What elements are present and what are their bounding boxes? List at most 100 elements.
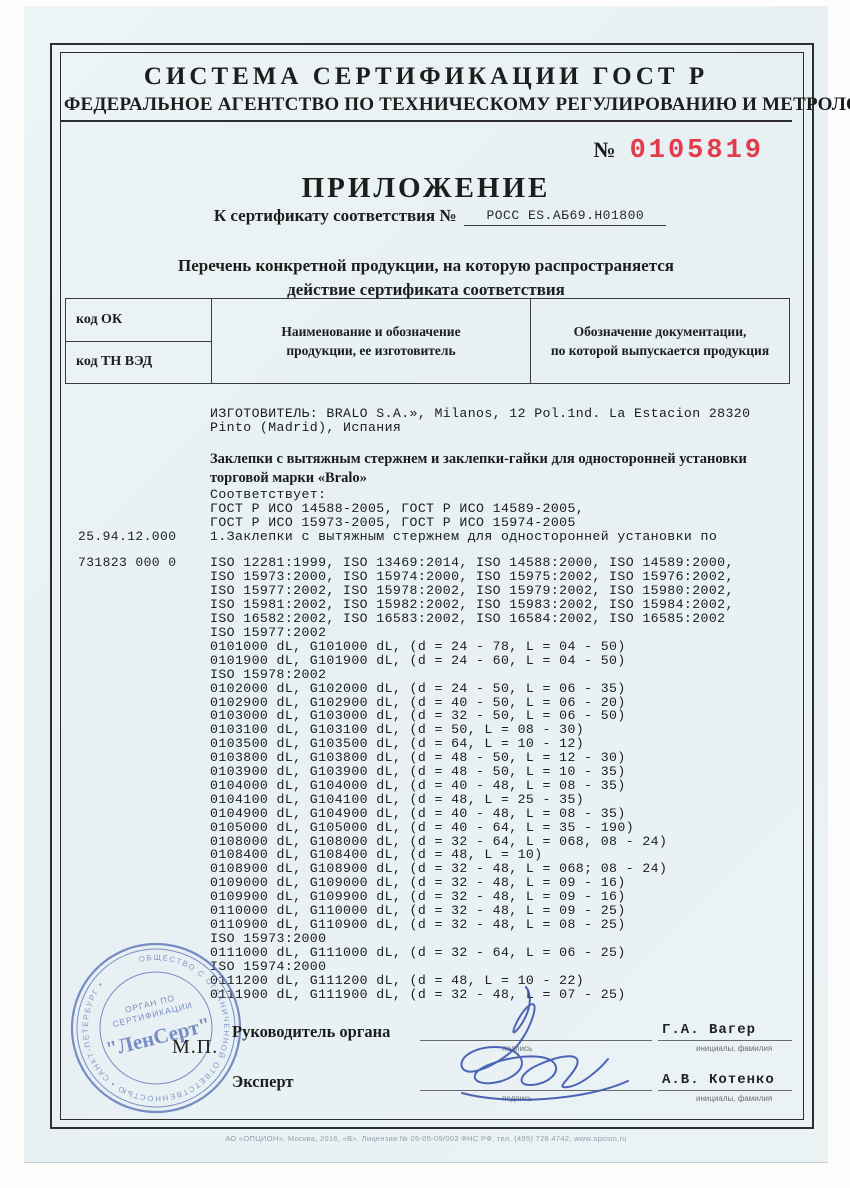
documentation-column: Обозначение документации, по которой вып…	[531, 299, 789, 383]
text-cell: 0102900 dL, G102900 dL, (d = 40 - 50, L …	[210, 694, 626, 710]
expert-name: А.В. Котенко	[662, 1072, 775, 1088]
body-row: ISO 15977:2002	[78, 626, 792, 640]
body-row: 0108400 dL, G108400 dL, (d = 48, L = 10)	[78, 848, 792, 862]
stamp-place-mark: М.П.	[172, 1036, 219, 1058]
outer-frame	[50, 43, 814, 1129]
document-header: СИСТЕМА СЕРТИФИКАЦИИ ГОСТ Р ФЕДЕРАЛЬНОЕ …	[64, 63, 850, 116]
head-signature-caption: подпись	[502, 1044, 533, 1053]
text-cell: 0110900 dL, G110900 dL, (d = 32 - 48, L …	[210, 917, 626, 932]
number-sign: №	[593, 137, 616, 162]
codes-column: код ОК код ТН ВЭД	[66, 299, 212, 383]
handwritten-signatures	[404, 981, 684, 1116]
list-subtitle-line2: действие сертификата соответствия	[287, 280, 565, 299]
head-of-body-label: Руководитель органа	[232, 1022, 391, 1041]
body-row: ISO 15973:2000	[78, 932, 792, 946]
signature-section: Руководитель органа подпись Г.А. Вагер и…	[24, 6, 828, 1162]
body-row: 0109000 dL, G109000 dL, (d = 32 - 48, L …	[78, 876, 792, 890]
certificate-number: РОСС ES.АБ69.Н01800	[464, 208, 667, 226]
expert-label: Эксперт	[232, 1072, 294, 1091]
certification-body-stamp: ОБЩЕСТВО С ОГРАНИЧЕННОЙ ОТВЕТСТВЕННОСТЬЮ…	[49, 921, 262, 1134]
body-row: 0103900 dL, G103900 dL, (d = 48 - 50, L …	[78, 765, 792, 779]
body-row: 731823 000 0 ISO 12281:1999, ISO 13469:2…	[78, 556, 792, 570]
text-cell: ISO 15973:2000, ISO 15974:2000, ISO 1597…	[210, 569, 734, 585]
certificate-reference: К сертификату соответствия № РОСС ES.АБ6…	[38, 206, 842, 226]
body-row: 0110000 dL, G110000 dL, (d = 32 - 48, L …	[78, 904, 792, 918]
expert-name-caption: инициалы, фамилия	[696, 1094, 773, 1103]
body-row: торговой марки «Bralo»	[78, 469, 792, 488]
body-row: ISO 15974:2000	[78, 959, 792, 974]
expert-name-line	[658, 1072, 792, 1091]
body-row: 0108900 dL, G108900 dL, (d = 32 - 48, L …	[78, 862, 792, 876]
stamp-seal-graphic: ОБЩЕСТВО С ОГРАНИЧЕННОЙ ОТВЕТСТВЕННОСТЬЮ…	[65, 937, 247, 1119]
code-tnved-cell: код ТН ВЭД	[76, 354, 153, 370]
text-cell: 0103100 dL, G103100 dL, (d = 50, L = 08 …	[210, 722, 585, 738]
body-row: Заклепки с вытяжным стержнем и заклепки-…	[78, 450, 792, 469]
text-cell: 0109900 dL, G109900 dL, (d = 32 - 48, L …	[210, 889, 626, 905]
text-cell: 0103500 dL, G103500 dL, (d = 64, L = 10 …	[210, 736, 585, 752]
head-signature-line	[420, 1022, 652, 1041]
text-cell: ГОСТ Р ИСО 15973-2005, ГОСТ Р ИСО 15974-…	[210, 514, 576, 530]
text-cell: ISO 15977:2002	[210, 624, 327, 640]
text-cell: 0111200 dL, G111200 dL, (d = 48, L = 10 …	[210, 972, 585, 988]
text-cell: 0108900 dL, G108900 dL, (d = 32 - 48, L …	[210, 861, 668, 877]
text-cell: 0104900 dL, G104900 dL, (d = 40 - 48, L …	[210, 805, 626, 821]
text-cell: 0108000 dL, G108000 dL, (d = 32 - 64, L …	[210, 833, 668, 849]
body-row: ISO 15973:2000, ISO 15974:2000, ISO 1597…	[78, 570, 792, 584]
body-row: 25.94.12.000 1.Заклепки с вытяжным стерж…	[78, 529, 792, 544]
text-cell: 0103800 dL, G103800 dL, (d = 48 - 50, L …	[210, 750, 626, 766]
text-cell: ISO 15973:2000	[210, 930, 327, 946]
body-row: 0111900 dL, G111900 dL, (d = 32 - 48, L …	[78, 986, 792, 1002]
body-row: 0101900 dL, G101900 dL, (d = 24 - 60, L …	[78, 652, 792, 668]
body-row: 0103500 dL, G103500 dL, (d = 64, L = 10 …	[78, 737, 792, 751]
code-cell: 731823 000 0	[78, 555, 177, 571]
certificate-page: СИСТЕМА СЕРТИФИКАЦИИ ГОСТ Р ФЕДЕРАЛЬНОЕ …	[24, 6, 850, 1163]
text-cell: ГОСТ Р ИСО 14588-2005, ГОСТ Р ИСО 14589-…	[210, 500, 585, 516]
appendix-title: ПРИЛОЖЕНИЕ	[301, 172, 551, 204]
certificate-reference-label: К сертификату соответствия №	[213, 206, 457, 225]
body-row: 0103100 dL, G103100 dL, (d = 50, L = 08 …	[78, 723, 792, 737]
list-subtitle: Перечень конкретной продукции, на котору…	[24, 254, 828, 302]
text-cell: Соответствует:	[210, 486, 327, 502]
body-row: 0102900 dL, G102900 dL, (d = 40 - 50, L …	[78, 694, 792, 710]
text-cell: ISO 12281:1999, ISO 13469:2014, ISO 1458…	[210, 555, 734, 571]
body-row: 0110900 dL, G110900 dL, (d = 32 - 48, L …	[78, 918, 792, 932]
inner-frame	[60, 52, 804, 1120]
body-row: 0108000 dL, G108000 dL, (d = 32 - 64, L …	[78, 833, 792, 849]
text-cell: ISO 16582:2002, ISO 16583:2002, ISO 1658…	[210, 611, 726, 627]
text-cell: 0103000 dL, G103000 dL, (d = 32 - 50, L …	[210, 708, 626, 724]
text-cell: 0103900 dL, G103900 dL, (d = 48 - 50, L …	[210, 764, 626, 780]
body-row: ISO 15981:2002, ISO 15982:2002, ISO 1598…	[78, 598, 792, 612]
documentation-header-line2: по которой выпускается продукция	[550, 343, 770, 358]
text-cell: 0109000 dL, G109000 dL, (d = 32 - 48, L …	[210, 875, 626, 891]
signature-ink-graphic	[460, 986, 629, 1101]
text-cell: ИЗГОТОВИТЕЛЬ: BRALO S.A.», Milanos, 12 P…	[210, 406, 751, 421]
body-row: 0111000 dL, G111000 dL, (d = 32 - 64, L …	[78, 945, 792, 960]
head-name-line	[658, 1022, 792, 1041]
text-cell: 0111900 dL, G111900 dL, (d = 32 - 48, L …	[210, 986, 626, 1002]
text-cell: 0101000 dL, G101000 dL, (d = 24 - 78, L …	[210, 638, 626, 654]
body-row: Соответствует:	[78, 486, 792, 502]
body-row: 0104000 dL, G104000 dL, (d = 40 - 48, L …	[78, 779, 792, 793]
body-row: ГОСТ Р ИСО 14588-2005, ГОСТ Р ИСО 14589-…	[78, 500, 792, 516]
text-cell: ISO 15978:2002	[210, 666, 327, 682]
text-cell: ISO 15981:2002, ISO 15982:2002, ISO 1598…	[210, 597, 734, 613]
text-cell: 0104100 dL, G104100 dL, (d = 48, L = 25 …	[210, 791, 585, 807]
body-row: 0109900 dL, G109900 dL, (d = 32 - 48, L …	[78, 890, 792, 904]
body-row: Pinto (Madrid), Испания	[78, 421, 792, 435]
product-name-column: Наименование и обозначение продукции, ее…	[212, 299, 531, 383]
text-cell: торговой марки «Bralo»	[210, 469, 367, 486]
body-row: 0102000 dL, G102000 dL, (d = 24 - 50, L …	[78, 681, 792, 696]
form-number: № 0105819	[593, 136, 764, 166]
text-cell: 0101900 dL, G101900 dL, (d = 24 - 60, L …	[210, 652, 626, 668]
documentation-header-line1: Обозначение документации,	[573, 324, 747, 339]
list-subtitle-line1: Перечень конкретной продукции, на котору…	[177, 256, 675, 275]
system-title: СИСТЕМА СЕРТИФИКАЦИИ ГОСТ Р	[143, 63, 709, 90]
text-cell: Заклепки с вытяжным стержнем и заклепки-…	[210, 450, 747, 467]
agency-title: ФЕДЕРАЛЬНОЕ АГЕНТСТВО ПО ТЕХНИЧЕСКОМУ РЕ…	[64, 94, 850, 115]
text-cell: ISO 15977:2002, ISO 15978:2002, ISO 1597…	[210, 583, 734, 599]
body-row: ГОСТ Р ИСО 15973-2005, ГОСТ Р ИСО 15974-…	[78, 514, 792, 530]
expert-signature-caption: подпись	[502, 1094, 533, 1103]
text-cell: Pinto (Madrid), Испания	[210, 419, 402, 435]
body-row: ISO 15978:2002	[78, 666, 792, 682]
body-row: 0111200 dL, G111200 dL, (d = 48, L = 10 …	[78, 972, 792, 988]
